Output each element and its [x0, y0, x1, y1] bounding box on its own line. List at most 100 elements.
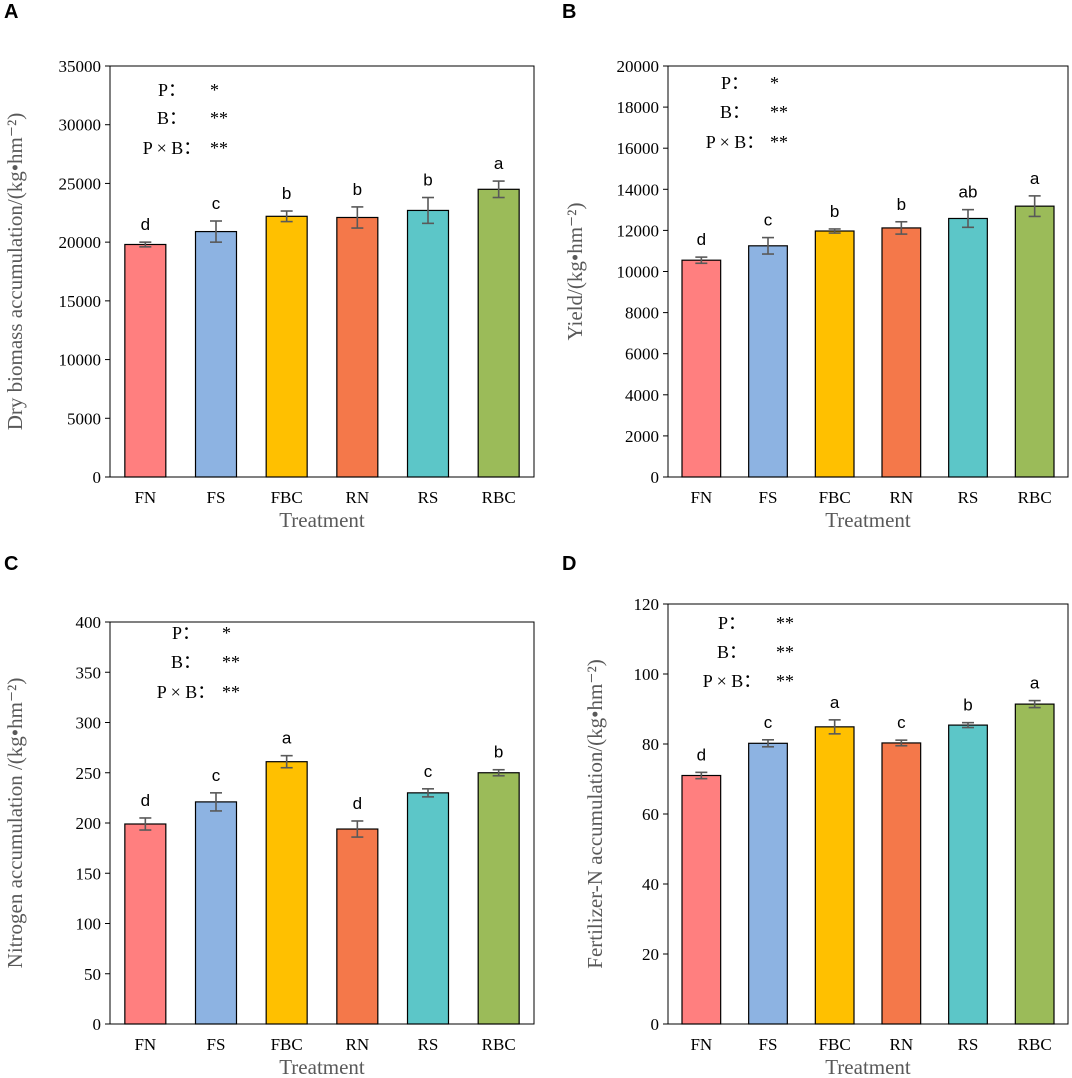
- x-tick-label: FN: [134, 1035, 156, 1054]
- panel-letter: A: [4, 1, 18, 23]
- bar-rn: [336, 216, 379, 478]
- x-tick-label: RBC: [482, 488, 516, 507]
- y-tick-label: 8000: [625, 304, 659, 323]
- bar-fbc: [814, 230, 855, 478]
- bar-fbc: [814, 726, 855, 1025]
- bar-fn: [681, 259, 722, 478]
- x-tick-label: FBC: [271, 1035, 303, 1054]
- y-tick-label: 20000: [59, 233, 102, 252]
- bar-rn: [881, 742, 922, 1025]
- significance-label: c: [897, 713, 906, 732]
- bar-rs: [948, 724, 988, 1025]
- y-tick-label: 100: [76, 915, 102, 934]
- significance-label: b: [963, 696, 972, 715]
- y-tick-label: 6000: [625, 345, 659, 364]
- y-tick-label: 16000: [617, 139, 660, 158]
- stat-value: **: [770, 102, 788, 122]
- bar-rbc: [1014, 205, 1055, 478]
- bar-rbc: [477, 188, 520, 478]
- stat-value: **: [210, 108, 228, 128]
- stat-label: P：: [172, 623, 200, 643]
- y-tick-label: 25000: [59, 174, 102, 193]
- x-tick-label: RS: [418, 1035, 439, 1054]
- x-tick-label: FBC: [819, 488, 851, 507]
- stat-value: **: [776, 671, 794, 691]
- stat-label: B：: [720, 102, 750, 122]
- x-tick-label: RBC: [482, 1035, 516, 1054]
- y-tick-label: 12000: [617, 221, 660, 240]
- panel-a: A 0 5000 10000 15000 20000 25000 30000 35000 d FN c…: [3, 1, 535, 532]
- y-tick-label: 40: [642, 875, 659, 894]
- x-tick-label: RBC: [1018, 1035, 1052, 1054]
- bar-rs: [948, 217, 988, 478]
- significance-label: d: [353, 794, 362, 813]
- significance-label: b: [897, 195, 906, 214]
- stat-label: B：: [157, 108, 187, 128]
- x-tick-label: FN: [134, 488, 156, 507]
- plot-frame: [667, 65, 1069, 478]
- x-tick-label: FN: [690, 488, 712, 507]
- bar-fn: [124, 243, 167, 478]
- significance-label: d: [141, 791, 150, 810]
- y-tick-label: 50: [84, 965, 101, 984]
- plot-frame: [667, 603, 1069, 1025]
- y-tick-label: 200: [76, 814, 102, 833]
- x-tick-label: FS: [207, 488, 226, 507]
- plot-frame: [109, 65, 535, 478]
- y-tick-label: 5000: [67, 409, 101, 428]
- y-tick-label: 4000: [625, 386, 659, 405]
- x-tick-label: RBC: [1018, 488, 1052, 507]
- x-tick-label: RS: [958, 1035, 979, 1054]
- significance-label: d: [697, 745, 706, 764]
- y-tick-label: 10000: [617, 263, 660, 282]
- x-axis-title: Treatment: [279, 508, 365, 532]
- y-tick-label: 0: [93, 1015, 102, 1034]
- significance-label: c: [424, 762, 433, 781]
- bar-rs: [406, 209, 450, 478]
- bar-fs: [194, 230, 238, 478]
- x-tick-label: RS: [958, 488, 979, 507]
- x-tick-label: FN: [690, 1035, 712, 1054]
- y-tick-label: 18000: [617, 98, 660, 117]
- panel-c: C 0 50 100 150 200 250 300 350 400 d FN c FS a FBC d RN c R…: [3, 553, 535, 1078]
- significance-label: a: [1030, 674, 1040, 693]
- y-tick-label: 100: [634, 665, 660, 684]
- x-tick-label: FS: [207, 1035, 226, 1054]
- significance-label: b: [282, 184, 291, 203]
- x-axis-title: Treatment: [825, 1055, 911, 1078]
- x-tick-label: RN: [346, 488, 370, 507]
- significance-label: b: [423, 171, 432, 190]
- bar-fs: [748, 245, 788, 478]
- y-tick-label: 80: [642, 735, 659, 754]
- bar-fn: [124, 823, 167, 1025]
- panel-b: B 0 2000 4000 6000 8000 10000 12000 14000 16000 18…: [562, 1, 1069, 532]
- y-tick-label: 2000: [625, 427, 659, 446]
- significance-label: b: [353, 180, 362, 199]
- significance-label: ab: [959, 183, 978, 202]
- stat-label: B：: [717, 642, 747, 662]
- y-axis-title: Dry biomass accumulation/(kg•hm⁻²): [3, 113, 27, 431]
- bar-rbc: [1014, 703, 1055, 1025]
- x-tick-label: RS: [418, 488, 439, 507]
- bar-rbc: [477, 772, 520, 1025]
- significance-label: a: [494, 154, 504, 173]
- stat-label: P：: [721, 73, 749, 93]
- x-tick-label: FS: [759, 488, 778, 507]
- significance-label: d: [141, 215, 150, 234]
- panel-d: D 0 20 40 60 80 100 120 d FN c FS a FBC c RN b RS a RBC Trea…: [562, 553, 1069, 1078]
- x-axis-title: Treatment: [279, 1055, 365, 1078]
- stat-value: **: [222, 682, 240, 702]
- stat-label: P × B：: [703, 671, 762, 691]
- y-tick-label: 20: [642, 945, 659, 964]
- significance-label: c: [764, 211, 773, 230]
- stat-label: P × B：: [706, 132, 765, 152]
- stat-label: P：: [718, 613, 746, 633]
- bar-fbc: [265, 215, 308, 478]
- significance-label: a: [282, 729, 292, 748]
- y-tick-label: 15000: [59, 292, 102, 311]
- y-tick-label: 0: [93, 468, 102, 487]
- y-tick-label: 250: [76, 764, 102, 783]
- y-tick-label: 350: [76, 663, 102, 682]
- y-axis-title: Nitrogen accumulation /(kg•hm⁻²): [3, 678, 27, 969]
